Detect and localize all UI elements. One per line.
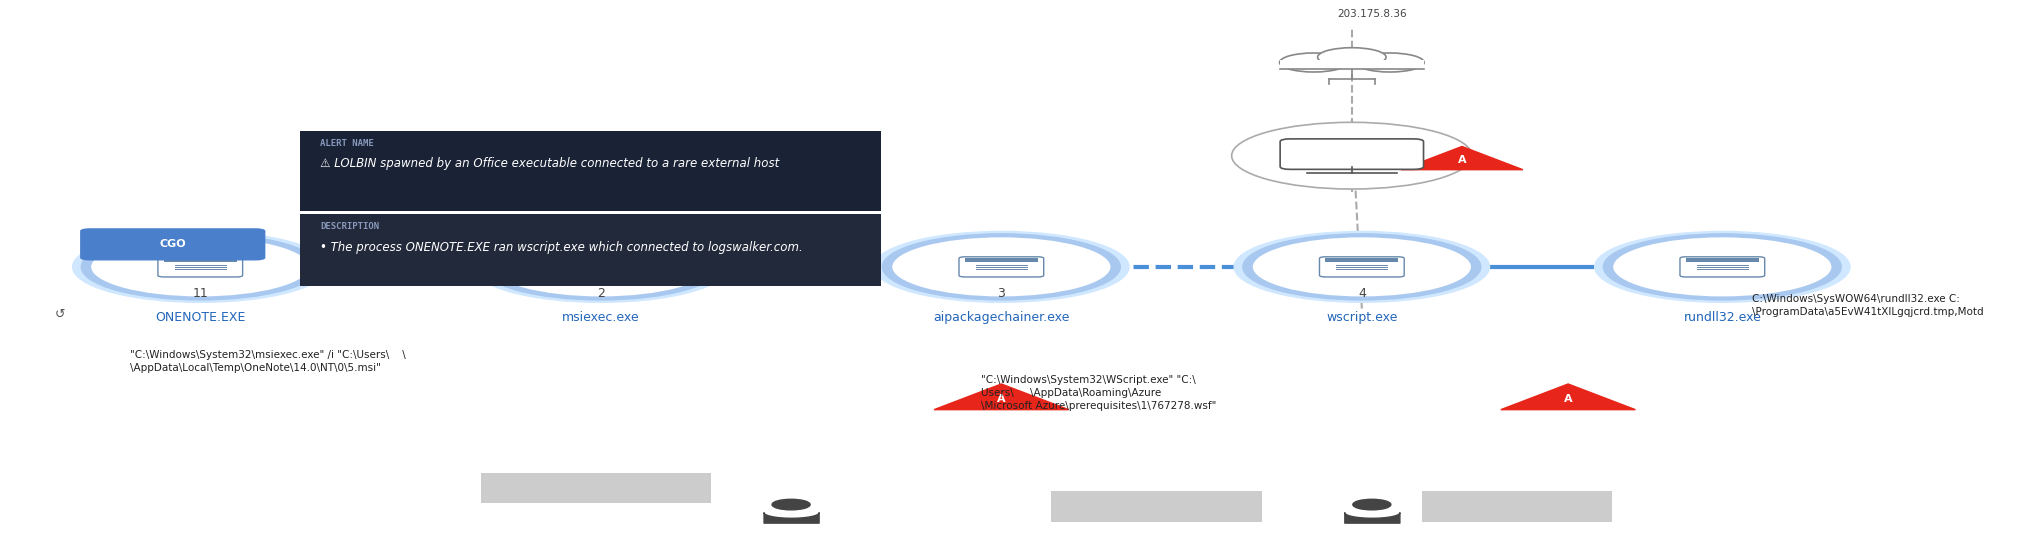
Circle shape bbox=[90, 236, 310, 297]
Circle shape bbox=[1232, 122, 1473, 189]
Text: • The process ONENOTE.EXE ran wscript.exe which connected to logswalker.com.: • The process ONENOTE.EXE ran wscript.ex… bbox=[320, 241, 803, 254]
Text: 2: 2 bbox=[597, 287, 605, 300]
Circle shape bbox=[483, 234, 719, 300]
FancyBboxPatch shape bbox=[1687, 259, 1758, 262]
FancyBboxPatch shape bbox=[966, 259, 1037, 262]
FancyBboxPatch shape bbox=[564, 259, 638, 262]
Text: DESCRIPTION: DESCRIPTION bbox=[320, 222, 379, 231]
Circle shape bbox=[1243, 234, 1481, 300]
FancyBboxPatch shape bbox=[1051, 491, 1261, 522]
FancyBboxPatch shape bbox=[1422, 491, 1611, 522]
Circle shape bbox=[1251, 236, 1473, 297]
Text: 203.175.8.36: 203.175.8.36 bbox=[1336, 9, 1408, 19]
Circle shape bbox=[1234, 231, 1489, 302]
Text: A: A bbox=[1458, 155, 1467, 165]
FancyBboxPatch shape bbox=[1279, 139, 1424, 170]
Circle shape bbox=[1353, 499, 1391, 510]
Text: ALERT NAME: ALERT NAME bbox=[320, 139, 375, 148]
Circle shape bbox=[882, 234, 1120, 300]
FancyBboxPatch shape bbox=[1326, 259, 1397, 262]
Circle shape bbox=[1611, 236, 1833, 297]
Circle shape bbox=[473, 231, 729, 302]
Text: A: A bbox=[1564, 394, 1573, 404]
FancyBboxPatch shape bbox=[79, 229, 265, 261]
Circle shape bbox=[1595, 231, 1850, 302]
FancyBboxPatch shape bbox=[1681, 257, 1764, 277]
Text: rundll32.exe: rundll32.exe bbox=[1683, 311, 1762, 324]
Polygon shape bbox=[1501, 384, 1636, 410]
Circle shape bbox=[772, 499, 811, 510]
Text: ↺: ↺ bbox=[55, 309, 65, 321]
FancyBboxPatch shape bbox=[959, 257, 1043, 277]
Text: CGO: CGO bbox=[159, 240, 185, 249]
Circle shape bbox=[1279, 53, 1348, 72]
Text: C:\Windows\SysWOW64\rundll32.exe C:
\ProgramData\a5EvW41tXILgqjcrd.tmp,Motd: C:\Windows\SysWOW64\rundll32.exe C: \Pro… bbox=[1752, 294, 1984, 317]
Text: 11: 11 bbox=[191, 287, 208, 300]
Polygon shape bbox=[1401, 146, 1524, 170]
Text: aipackagechainer.exe: aipackagechainer.exe bbox=[933, 311, 1069, 324]
Circle shape bbox=[874, 231, 1128, 302]
Text: ONENOTE.EXE: ONENOTE.EXE bbox=[155, 311, 244, 324]
FancyBboxPatch shape bbox=[481, 473, 711, 503]
Text: A: A bbox=[996, 394, 1006, 404]
Text: msiexec.exe: msiexec.exe bbox=[562, 311, 640, 324]
Text: wscript.exe: wscript.exe bbox=[1326, 311, 1397, 324]
Text: "C:\Windows\System32\msiexec.exe" /i "C:\Users\    \
\AppData\Local\Temp\OneNote: "C:\Windows\System32\msiexec.exe" /i "C:… bbox=[130, 350, 405, 374]
Circle shape bbox=[1603, 234, 1841, 300]
Text: 4: 4 bbox=[1359, 287, 1365, 300]
Circle shape bbox=[81, 234, 320, 300]
FancyBboxPatch shape bbox=[163, 259, 236, 262]
FancyBboxPatch shape bbox=[299, 214, 882, 286]
Circle shape bbox=[892, 236, 1112, 297]
Text: "C:\Windows\System32\WScript.exe" "C:\
Users\     \AppData\Roaming\Azure
\Micros: "C:\Windows\System32\WScript.exe" "C:\ U… bbox=[982, 375, 1216, 411]
Circle shape bbox=[1318, 48, 1385, 67]
FancyBboxPatch shape bbox=[299, 131, 882, 211]
Circle shape bbox=[491, 236, 711, 297]
Text: ⚠ LOLBIN spawned by an Office executable connected to a rare external host: ⚠ LOLBIN spawned by an Office executable… bbox=[320, 157, 780, 170]
Circle shape bbox=[1357, 53, 1424, 72]
FancyBboxPatch shape bbox=[558, 257, 644, 277]
FancyBboxPatch shape bbox=[1279, 61, 1424, 69]
Polygon shape bbox=[935, 384, 1069, 410]
Circle shape bbox=[73, 231, 328, 302]
FancyBboxPatch shape bbox=[159, 257, 242, 277]
Text: 3: 3 bbox=[998, 287, 1006, 300]
FancyBboxPatch shape bbox=[1320, 257, 1403, 277]
